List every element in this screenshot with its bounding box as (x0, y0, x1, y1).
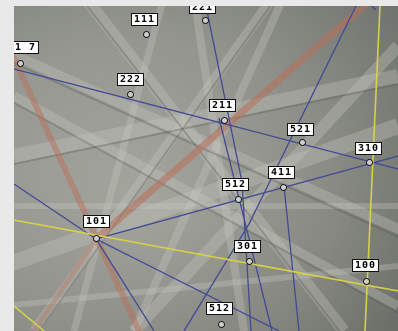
zone-axes-yellow (14, 6, 398, 331)
pole-label-111[interactable]: 111 (131, 13, 159, 26)
pole-marker[interactable] (202, 17, 209, 24)
pole-label-301[interactable]: 301 (234, 240, 262, 253)
pole-label-1-17[interactable]: 1 7 (14, 41, 40, 54)
pole-marker[interactable] (246, 258, 253, 265)
pole-marker[interactable] (363, 278, 370, 285)
pole-label-411[interactable]: 411 (268, 166, 296, 179)
kikuchi-pattern (14, 6, 398, 331)
kikuchi-pattern-view[interactable]: 111 221 1 7 222 211 521 310 411 512 101 … (14, 6, 398, 331)
pole-label-101[interactable]: 101 (83, 215, 111, 228)
pole-marker[interactable] (235, 196, 242, 203)
pole-marker[interactable] (93, 235, 100, 242)
pole-marker[interactable] (17, 60, 24, 67)
pole-label-310[interactable]: 310 (355, 142, 383, 155)
pole-label-100[interactable]: 100 (352, 259, 380, 272)
pole-label-512-upper[interactable]: 512 (222, 178, 250, 191)
pole-marker[interactable] (221, 117, 228, 124)
pole-label-top[interactable]: 221 (189, 6, 217, 14)
pole-label-211[interactable]: 211 (209, 99, 237, 112)
zone-axes-blue (14, 6, 398, 331)
pole-marker[interactable] (218, 321, 225, 328)
pole-marker[interactable] (299, 139, 306, 146)
pole-label-222[interactable]: 222 (117, 73, 145, 86)
pole-marker[interactable] (366, 159, 373, 166)
pole-marker[interactable] (280, 184, 287, 191)
pole-label-521[interactable]: 521 (287, 123, 315, 136)
pole-marker[interactable] (143, 31, 150, 38)
pole-label-512-lower[interactable]: 512 (206, 302, 234, 315)
pole-marker[interactable] (127, 91, 134, 98)
